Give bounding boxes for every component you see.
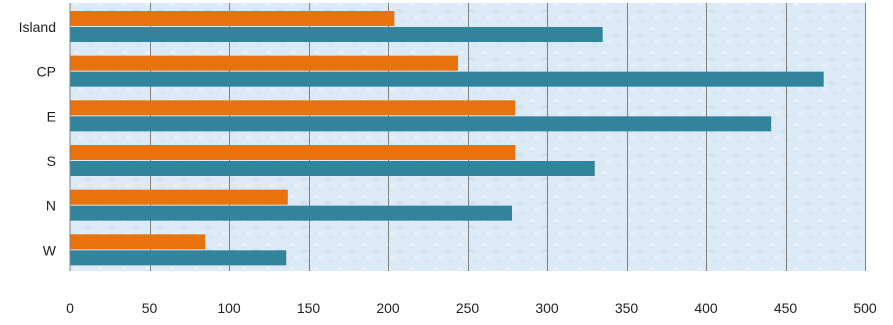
x-tick-labels: 0 50 100 150 200 250 300 350 400 450 500 <box>66 300 877 316</box>
bar-w-series-1 <box>70 234 206 250</box>
bar-e-series-1 <box>70 100 516 116</box>
bar-cp-series-2 <box>70 71 824 87</box>
x-tick-label: 450 <box>774 300 798 316</box>
x-tick-label: 350 <box>615 300 639 316</box>
category-label: Island <box>19 19 56 35</box>
bar-island-series-2 <box>70 27 603 42</box>
x-tick-label: 200 <box>376 300 400 316</box>
x-tick-label: 100 <box>217 300 241 316</box>
x-tick-label: 500 <box>853 300 877 316</box>
gridlines <box>150 3 866 271</box>
bars <box>70 11 824 266</box>
bar-cp-series-1 <box>70 55 458 71</box>
plot-area <box>70 3 865 271</box>
bar-s-series-2 <box>70 161 595 176</box>
bar-w-series-2 <box>70 250 287 266</box>
category-label: E <box>47 108 56 124</box>
x-tick-label: 50 <box>142 300 158 316</box>
x-tick-label: 150 <box>297 300 321 316</box>
category-label: CP <box>37 64 56 80</box>
x-tick-label: 250 <box>456 300 480 316</box>
bar-s-series-1 <box>70 145 516 160</box>
bar-e-series-2 <box>70 116 772 132</box>
x-tick-label: 400 <box>694 300 718 316</box>
bar-island-series-1 <box>70 11 395 26</box>
category-label: S <box>47 153 56 169</box>
category-label: W <box>43 242 57 258</box>
x-tick-label: 300 <box>535 300 559 316</box>
bar-n-series-1 <box>70 189 288 205</box>
category-label: N <box>46 198 56 214</box>
category-labels: Island CP E S N W <box>19 19 57 258</box>
bar-n-series-2 <box>70 205 513 221</box>
x-tick-label: 0 <box>66 300 74 316</box>
